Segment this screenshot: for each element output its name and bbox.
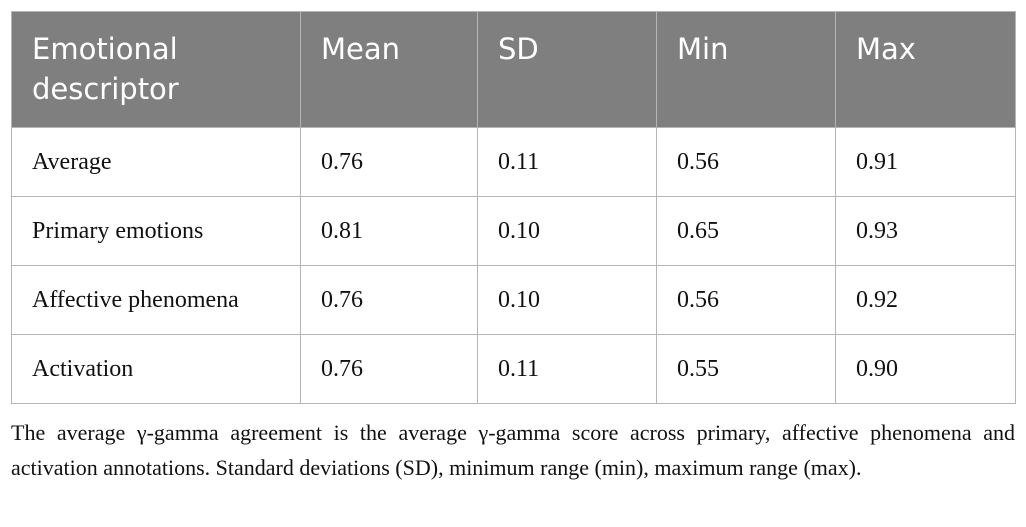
table-cell: 0.91 [835, 127, 1016, 197]
table-cell: Primary emotions [11, 196, 301, 266]
table-cell: 0.10 [477, 196, 657, 266]
header-cell: SD [477, 11, 657, 128]
table-cell: 0.76 [300, 265, 478, 335]
table-cell: Affective phenomena [11, 265, 301, 335]
table-cell: 0.11 [477, 127, 657, 197]
header-row: Emotional descriptor Mean SD Min Max [11, 11, 1016, 128]
table-row: Activation 0.76 0.11 0.55 0.90 [11, 334, 1016, 404]
table-cell: 0.81 [300, 196, 478, 266]
data-table: Emotional descriptor Mean SD Min Max Average… [11, 11, 1016, 404]
table-cell: 0.10 [477, 265, 657, 335]
table-cell: 0.11 [477, 334, 657, 404]
table-cell: 0.76 [300, 334, 478, 404]
table-row: Average 0.76 0.11 0.56 0.91 [11, 127, 1016, 197]
header-cell: Max [835, 11, 1016, 128]
table-cell: 0.90 [835, 334, 1016, 404]
table-cell: Average [11, 127, 301, 197]
table-cell: 0.93 [835, 196, 1016, 266]
header-cell: Emotional descriptor [11, 11, 301, 128]
header-cell: Mean [300, 11, 478, 128]
table-cell: 0.56 [656, 265, 836, 335]
table-row: Affective phenomena 0.76 0.10 0.56 0.92 [11, 265, 1016, 335]
table-cell: 0.55 [656, 334, 836, 404]
table-cell: 0.65 [656, 196, 836, 266]
caption: The average γ-gamma agreement is the ave… [11, 420, 1015, 480]
table-cell: Activation [11, 334, 301, 404]
table-body: Average 0.76 0.11 0.56 0.91 Primary emotions 0… [11, 127, 1016, 404]
table-cell: 0.56 [656, 127, 836, 197]
table-cell: 0.92 [835, 265, 1016, 335]
table-cell: 0.76 [300, 127, 478, 197]
table-row: Primary emotions 0.81 0.10 0.65 0.93 [11, 196, 1016, 266]
header-cell: Min [656, 11, 836, 128]
